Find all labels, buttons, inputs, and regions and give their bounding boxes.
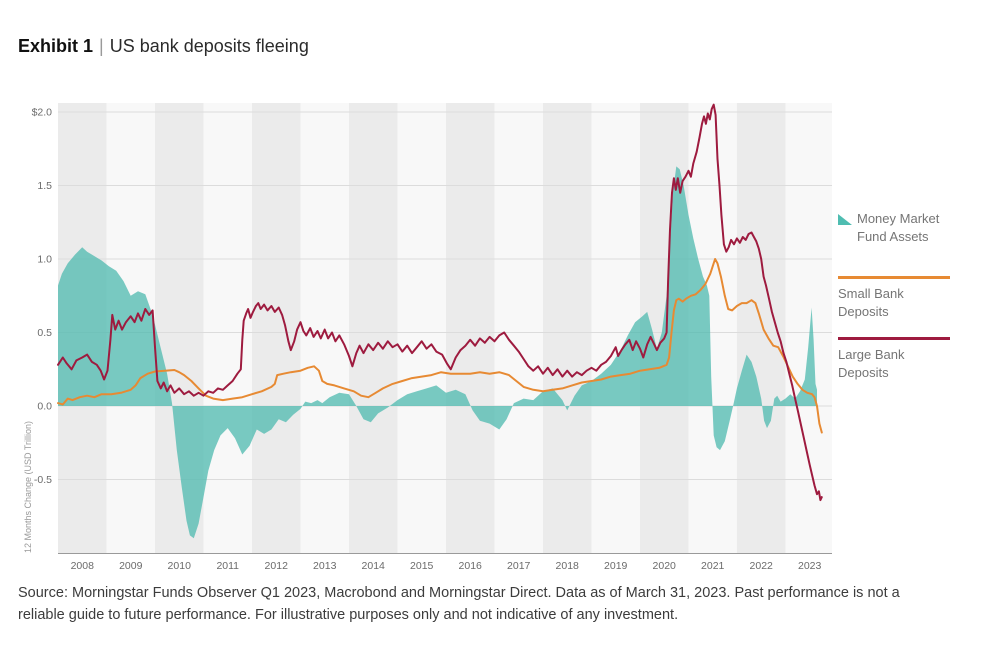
x-tick-label: 2009 — [119, 560, 143, 572]
x-tick-label: 2008 — [71, 560, 95, 572]
small-bank-line-icon — [838, 276, 950, 279]
chart-canvas: 2008 2009 2010 2011 2012 2013 2014 2015 2016 2017… — [23, 103, 832, 572]
x-tick-label: 2022 — [750, 560, 774, 572]
year-band — [542, 103, 592, 553]
x-tick-label: 2012 — [265, 560, 289, 572]
y-tick-label: 0.0 — [37, 401, 52, 413]
legend-label-large-bank: Large Bank Deposits — [838, 347, 905, 380]
large-bank-line-icon — [838, 337, 950, 340]
page-header: Exhibit 1 | US bank deposits fleeing — [18, 36, 309, 57]
y-tick-label: -0.5 — [34, 474, 52, 486]
y-tick-label: 1.0 — [37, 254, 52, 266]
year-band — [736, 103, 786, 553]
y-tick-label: $2.0 — [32, 107, 53, 119]
money-market-triangle-icon — [838, 214, 852, 225]
x-tick-label: 2020 — [653, 560, 677, 572]
small-bank-line — [57, 258, 823, 434]
legend-item-large-bank: Large Bank Deposits — [838, 337, 950, 381]
exhibit-label: Exhibit 1 — [18, 36, 94, 56]
y-tick-label: 1.5 — [37, 180, 52, 192]
money-market-area — [58, 166, 817, 539]
x-tick-label: 2013 — [313, 560, 337, 572]
y-axis-title: 12 Months Change (USD Trillion) — [23, 421, 33, 553]
y-tick-label: 0.5 — [37, 327, 52, 339]
x-tick-label: 2021 — [701, 560, 725, 572]
large-bank-line — [57, 103, 823, 502]
source-note: Source: Morningstar Funds Observer Q1 20… — [18, 585, 900, 624]
page-title: US bank deposits fleeing — [109, 36, 309, 56]
x-tick-label: 2019 — [604, 560, 628, 572]
legend-item-money-market: Money Market Fund Assets — [838, 210, 961, 245]
x-tick-label: 2015 — [410, 560, 434, 572]
x-tick-label: 2016 — [459, 560, 483, 572]
legend-label-small-bank: Small Bank Deposits — [838, 286, 904, 319]
x-tick-label: 2023 — [798, 560, 822, 572]
x-tick-label: 2017 — [507, 560, 531, 572]
legend-item-small-bank: Small Bank Deposits — [838, 276, 950, 320]
year-band — [445, 103, 495, 553]
legend-label-money-market: Money Market Fund Assets — [857, 211, 940, 244]
deposits-chart: 2008 2009 2010 2011 2012 2013 2014 2015 2016 2017… — [0, 95, 1000, 580]
title-separator-icon: | — [99, 36, 104, 56]
year-band — [251, 103, 301, 553]
x-tick-label: 2018 — [556, 560, 580, 572]
x-tick-label: 2014 — [362, 560, 386, 572]
x-tick-label: 2010 — [168, 560, 192, 572]
x-tick-label: 2011 — [216, 560, 239, 572]
year-band — [348, 103, 398, 553]
